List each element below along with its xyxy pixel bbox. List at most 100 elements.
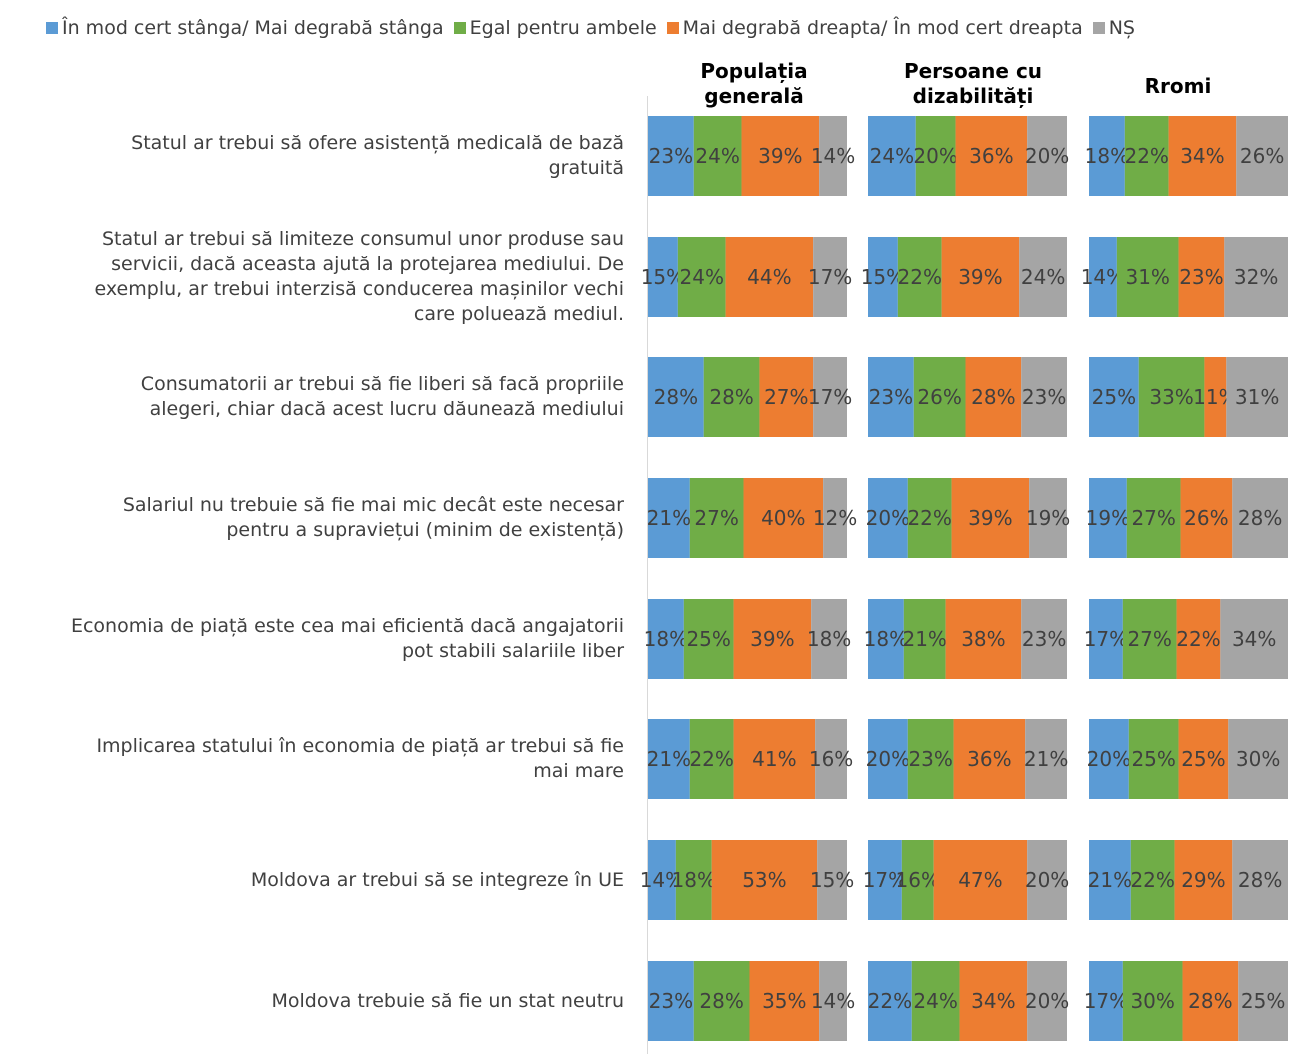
data-label-p2-r5-s2: 25%	[1181, 747, 1225, 771]
data-label-p2-r1-s1: 31%	[1125, 265, 1169, 289]
data-label-p2-r3-s3: 28%	[1238, 506, 1282, 530]
bar-segment-p0-r3-s3	[823, 478, 847, 558]
data-label-p1-r0-s1: 20%	[913, 144, 957, 168]
bar-segment-p0-r4-s2	[733, 599, 812, 679]
bar-segment-p1-r0-s2	[955, 116, 1028, 196]
bar-segment-p0-r2-s2	[759, 357, 814, 437]
data-label-p0-r2-s0: 28%	[654, 385, 698, 409]
data-label-p2-r2-s1: 33%	[1149, 385, 1193, 409]
data-label-p0-r6-s2: 53%	[742, 868, 786, 892]
bar-segment-p2-r2-s2	[1204, 357, 1227, 437]
data-label-p1-r4-s1: 21%	[902, 627, 946, 651]
data-label-p2-r6-s1: 22%	[1130, 868, 1174, 892]
data-label-p1-r6-s3: 20%	[1025, 868, 1069, 892]
bar-segment-p1-r4-s3	[1021, 599, 1067, 679]
data-label-p0-r2-s3: 17%	[808, 385, 852, 409]
data-label-p0-r5-s1: 22%	[689, 747, 733, 771]
bar-segment-p2-r2-s3	[1226, 357, 1288, 437]
data-label-p1-r2-s1: 26%	[917, 385, 961, 409]
data-label-p2-r3-s1: 27%	[1131, 506, 1175, 530]
category-label-1-line-1: servicii, dacă aceasta ajută la protejar…	[111, 253, 624, 275]
category-label-6-line-0: Moldova ar trebui să se integreze în UE	[250, 868, 624, 891]
data-label-p2-r4-s1: 27%	[1127, 627, 1171, 651]
bar-segment-p1-r2-s1	[913, 357, 966, 437]
bar-segment-p1-r4-s2	[945, 599, 1022, 679]
data-label-p1-r4-s3: 23%	[1022, 627, 1066, 651]
bar-segment-p2-r3-s2	[1180, 478, 1233, 558]
bar-segment-p0-r4-s0	[648, 599, 684, 679]
bar-segment-p0-r6-s0	[648, 840, 676, 920]
bar-segment-p0-r3-s2	[743, 478, 824, 558]
bar-segment-p1-r5-s2	[953, 719, 1026, 799]
panel-title-disabilities-line-2: dizabilități	[912, 84, 1034, 108]
bar-segment-p1-r0-s0	[868, 116, 916, 196]
data-label-p0-r5-s2: 41%	[752, 747, 796, 771]
bar-segment-p2-r1-s3	[1224, 237, 1288, 317]
data-label-p0-r0-s2: 39%	[758, 144, 802, 168]
bar-segment-p2-r4-s1	[1122, 599, 1177, 679]
bar-segment-p1-r1-s0	[868, 237, 898, 317]
data-label-p2-r2-s0: 25%	[1092, 385, 1136, 409]
bar-segment-p2-r1-s2	[1178, 237, 1225, 317]
data-label-p1-r5-s1: 23%	[908, 747, 952, 771]
data-label-p1-r1-s0: 15%	[861, 265, 905, 289]
data-label-p2-r1-s2: 23%	[1179, 265, 1223, 289]
data-label-p0-r2-s2: 27%	[764, 385, 808, 409]
data-label-p0-r7-s0: 23%	[649, 989, 693, 1013]
data-label-p0-r2-s1: 28%	[709, 385, 753, 409]
bar-segment-p2-r7-s0	[1089, 961, 1123, 1041]
bar-segment-p0-r2-s1	[703, 357, 760, 437]
category-label-0-line-0: Statul ar trebui să ofere asistență medi…	[131, 132, 624, 154]
data-label-p2-r7-s0: 17%	[1084, 989, 1128, 1013]
category-label-1-line-0: Statul ar trebui să limiteze consumul un…	[101, 228, 624, 250]
data-label-p2-r0-s2: 34%	[1180, 144, 1224, 168]
bar-segment-p1-r3-s2	[951, 478, 1030, 558]
data-label-p2-r6-s2: 29%	[1181, 868, 1225, 892]
bar-segment-p0-r1-s3	[813, 237, 847, 317]
data-label-p1-r5-s3: 21%	[1024, 747, 1068, 771]
legend-swatch-right	[666, 22, 679, 34]
bar-segment-p1-r4-s0	[868, 599, 904, 679]
bar-segment-p0-r3-s1	[689, 478, 744, 558]
data-label-p2-r6-s3: 28%	[1238, 868, 1282, 892]
bar-segment-p2-r5-s1	[1128, 719, 1179, 799]
data-label-p0-r0-s1: 24%	[695, 144, 739, 168]
category-label-2: Consumatorii ar trebui să fie liberi să …	[0, 372, 624, 422]
category-label-0-line-1: gratuită	[548, 157, 624, 179]
bar-segment-p2-r0-s3	[1236, 116, 1288, 196]
data-label-p1-r3-s2: 39%	[968, 506, 1012, 530]
bar-segment-p0-r0-s3	[819, 116, 847, 196]
bar-segment-p2-r5-s3	[1228, 719, 1288, 799]
bar-segment-p1-r3-s1	[907, 478, 952, 558]
bar-segment-p1-r1-s3	[1019, 237, 1067, 317]
bar-segment-p2-r5-s2	[1178, 719, 1229, 799]
data-label-p2-r7-s1: 30%	[1130, 989, 1174, 1013]
bar-segment-p2-r1-s1	[1116, 237, 1179, 317]
data-label-p2-r7-s2: 28%	[1188, 989, 1232, 1013]
data-label-p2-r1-s3: 32%	[1234, 265, 1278, 289]
bar-segment-p0-r7-s0	[648, 961, 694, 1041]
bar-segment-p1-r4-s1	[903, 599, 946, 679]
data-label-p2-r5-s0: 20%	[1087, 747, 1131, 771]
bar-segment-p2-r5-s0	[1089, 719, 1129, 799]
panel-title-general: Populația generală	[644, 59, 864, 109]
bar-segment-p0-r2-s0	[648, 357, 704, 437]
bar-segment-p1-r2-s0	[868, 357, 914, 437]
bar-segment-p1-r5-s1	[907, 719, 954, 799]
data-label-p0-r0-s3: 14%	[811, 144, 855, 168]
data-label-p0-r4-s1: 25%	[686, 627, 730, 651]
data-label-p0-r1-s2: 44%	[747, 265, 791, 289]
data-label-p1-r2-s2: 28%	[971, 385, 1015, 409]
data-label-p0-r1-s3: 17%	[808, 265, 852, 289]
panel-title-roma-line-1: Rromi	[1144, 74, 1212, 98]
bar-segment-p0-r1-s1	[677, 237, 726, 317]
data-label-p2-r0-s3: 26%	[1240, 144, 1284, 168]
bar-segment-p2-r0-s2	[1168, 116, 1237, 196]
bar-segment-p2-r6-s3	[1232, 840, 1288, 920]
legend-swatch-left	[46, 22, 58, 34]
data-label-p0-r5-s0: 21%	[647, 747, 691, 771]
bar-segment-p0-r1-s0	[648, 237, 678, 317]
bar-segment-p2-r6-s2	[1174, 840, 1233, 920]
